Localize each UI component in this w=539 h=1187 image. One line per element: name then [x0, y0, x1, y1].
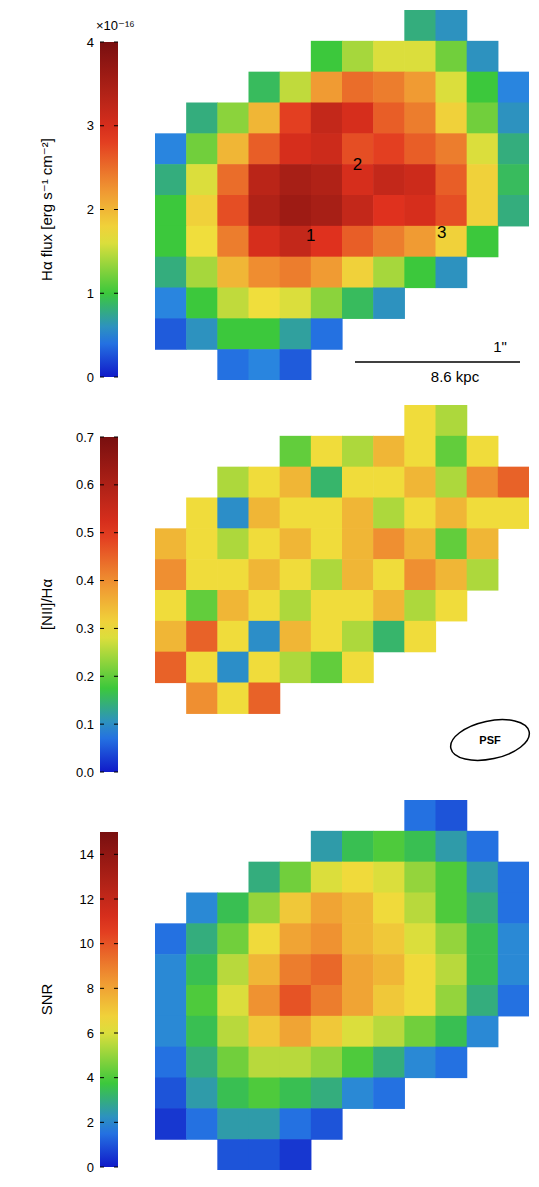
svg-text:0.7: 0.7: [76, 430, 94, 445]
svg-text:4: 4: [87, 35, 94, 50]
svg-text:12: 12: [80, 892, 94, 907]
svg-text:2: 2: [87, 1115, 94, 1130]
svg-text:0.6: 0.6: [76, 477, 94, 492]
svg-text:0.3: 0.3: [76, 621, 94, 636]
svg-text:0.5: 0.5: [76, 525, 94, 540]
svg-text:4: 4: [87, 1070, 94, 1085]
svg-text:[NII]/Hα: [NII]/Hα: [38, 579, 55, 631]
svg-text:Hα flux [erg s⁻¹ cm⁻²]: Hα flux [erg s⁻¹ cm⁻²]: [38, 138, 55, 281]
svg-text:2: 2: [87, 202, 94, 217]
svg-text:0: 0: [87, 1160, 94, 1175]
svg-text:14: 14: [80, 847, 94, 862]
svg-text:2: 2: [353, 155, 362, 174]
svg-text:0.0: 0.0: [76, 765, 94, 780]
svg-text:SNR: SNR: [38, 983, 55, 1015]
svg-text:1: 1: [306, 226, 315, 245]
svg-text:0.2: 0.2: [76, 669, 94, 684]
svg-text:0: 0: [87, 370, 94, 385]
svg-text:×10⁻¹⁶: ×10⁻¹⁶: [96, 18, 135, 33]
svg-text:PSF: PSF: [479, 734, 501, 746]
svg-text:8.6 kpc: 8.6 kpc: [431, 368, 480, 385]
svg-text:10: 10: [80, 936, 94, 951]
svg-text:1: 1: [87, 286, 94, 301]
svg-text:3: 3: [437, 223, 446, 242]
svg-text:8: 8: [87, 981, 94, 996]
svg-text:3: 3: [87, 118, 94, 133]
svg-text:1": 1": [493, 338, 507, 355]
svg-text:6: 6: [87, 1026, 94, 1041]
svg-text:0.1: 0.1: [76, 717, 94, 732]
svg-text:0.4: 0.4: [76, 573, 94, 588]
